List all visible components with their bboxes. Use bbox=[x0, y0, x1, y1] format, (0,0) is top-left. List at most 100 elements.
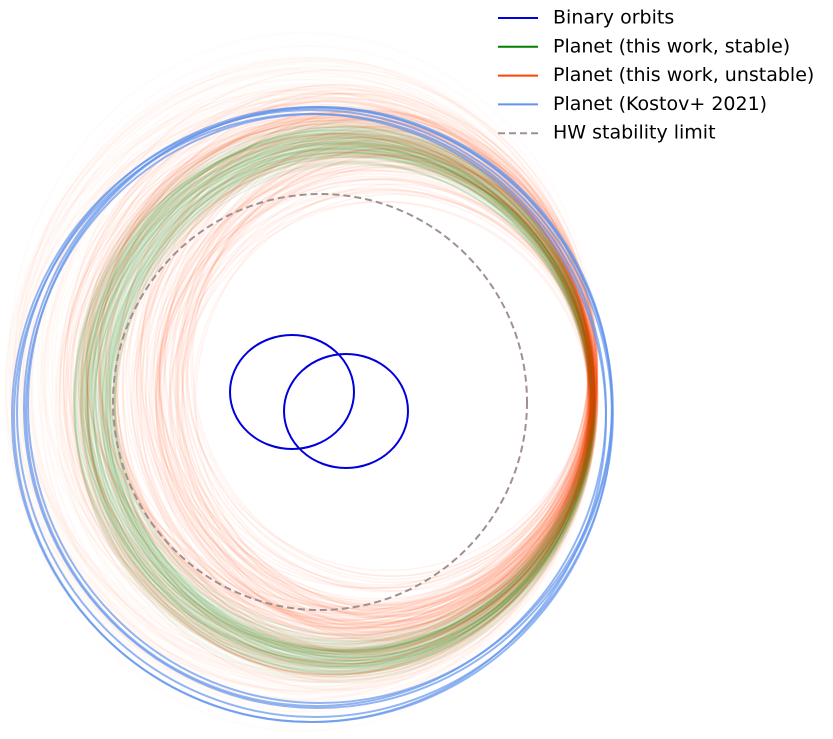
unstable-orbit bbox=[139, 146, 590, 611]
unstable-orbit bbox=[84, 143, 590, 657]
stable-orbit bbox=[73, 119, 595, 663]
unstable-orbit bbox=[87, 134, 592, 678]
unstable-orbit bbox=[62, 117, 591, 640]
stable-orbit bbox=[73, 134, 591, 673]
stable-orbit bbox=[76, 148, 594, 673]
stable-orbit bbox=[86, 140, 596, 668]
unstable-orbit bbox=[135, 142, 596, 654]
stable-orbit bbox=[98, 132, 596, 659]
stable-orbit bbox=[108, 136, 596, 653]
unstable-orbit bbox=[104, 132, 589, 640]
stable-orbit bbox=[81, 143, 595, 674]
unstable-orbit bbox=[113, 118, 598, 652]
stable-orbit bbox=[93, 156, 595, 663]
stable-orbit bbox=[108, 151, 594, 649]
unstable-orbit bbox=[58, 123, 591, 654]
stable-orbit bbox=[95, 131, 596, 660]
stable-orbit bbox=[106, 162, 595, 661]
stable-orbit bbox=[82, 144, 597, 678]
stable-orbit bbox=[81, 132, 595, 655]
stable-orbit bbox=[84, 137, 594, 658]
unstable-orbit bbox=[158, 129, 598, 611]
stable-orbit bbox=[82, 136, 595, 664]
unstable-orbit bbox=[86, 118, 593, 622]
unstable-orbit bbox=[176, 139, 589, 613]
stable-orbit bbox=[90, 138, 596, 676]
unstable-orbit bbox=[93, 92, 598, 665]
stable-orbit bbox=[82, 129, 593, 670]
unstable-orbit bbox=[156, 125, 599, 600]
stable-orbit bbox=[86, 137, 591, 666]
stable-orbit bbox=[85, 142, 593, 667]
unstable-orbit bbox=[79, 122, 599, 679]
stable-orbit bbox=[95, 139, 591, 652]
unstable-orbit bbox=[108, 134, 599, 621]
stable-orbit bbox=[83, 128, 596, 665]
stable-orbit bbox=[77, 121, 593, 655]
stable-orbit bbox=[90, 140, 594, 657]
unstable-orbit bbox=[186, 154, 598, 584]
stable-orbit bbox=[108, 147, 593, 651]
unstable-orbit bbox=[150, 159, 599, 631]
unstable-orbit bbox=[67, 84, 595, 676]
unstable-orbit bbox=[115, 132, 591, 637]
stable-orbit bbox=[80, 142, 594, 674]
stable-orbit bbox=[95, 132, 592, 646]
stable-orbit bbox=[84, 125, 593, 657]
unstable-orbit bbox=[80, 117, 593, 691]
unstable-orbit bbox=[131, 169, 596, 634]
unstable-orbit bbox=[154, 177, 599, 614]
unstable-orbit bbox=[182, 154, 596, 610]
unstable-orbit bbox=[175, 164, 592, 641]
stable-orbit bbox=[73, 129, 594, 668]
unstable-orbit bbox=[70, 100, 595, 675]
unstable-orbit bbox=[158, 165, 594, 626]
stable-orbit bbox=[73, 136, 591, 672]
stable-orbit bbox=[101, 154, 592, 662]
unstable-orbit bbox=[144, 140, 595, 628]
unstable-orbit bbox=[181, 156, 591, 618]
stable-orbit bbox=[105, 148, 594, 651]
unstable-orbit bbox=[158, 149, 598, 607]
unstable-orbit bbox=[98, 106, 598, 615]
stable-orbit bbox=[83, 129, 591, 653]
unstable-orbit bbox=[108, 92, 596, 630]
stable-orbit bbox=[86, 135, 595, 651]
legend-label: Planet (this work, unstable) bbox=[553, 64, 814, 86]
stable-orbit bbox=[114, 152, 593, 643]
unstable-orbit bbox=[117, 153, 599, 645]
unstable-orbit bbox=[158, 178, 594, 614]
unstable-orbit bbox=[161, 188, 599, 619]
stable-orbit bbox=[94, 145, 596, 665]
unstable-orbit bbox=[65, 99, 594, 661]
legend-label: Binary orbits bbox=[553, 7, 674, 29]
stable-orbit bbox=[109, 143, 597, 648]
stable-orbit bbox=[73, 132, 594, 677]
unstable-orbit bbox=[174, 160, 598, 618]
unstable-orbit bbox=[171, 148, 590, 586]
stable-orbit bbox=[80, 129, 592, 651]
unstable-orbit bbox=[80, 96, 595, 666]
kostov-orbit bbox=[25, 113, 607, 707]
unstable-orbit bbox=[80, 116, 599, 629]
unstable-orbit bbox=[176, 190, 594, 607]
unstable-orbit bbox=[82, 83, 597, 665]
stable-orbit bbox=[87, 126, 596, 665]
unstable-orbit bbox=[156, 154, 595, 633]
stable-orbit bbox=[74, 141, 595, 669]
unstable-orbit bbox=[135, 130, 590, 643]
stable-orbit bbox=[105, 150, 595, 659]
unstable-orbit bbox=[155, 169, 592, 602]
unstable-orbit bbox=[121, 136, 594, 623]
unstable-orbit bbox=[64, 136, 595, 662]
legend-label: Planet (Kostov+ 2021) bbox=[553, 93, 767, 115]
unstable-orbit bbox=[157, 159, 594, 607]
unstable-orbit bbox=[157, 187, 597, 629]
binary-orbit bbox=[229, 334, 355, 450]
stable-orbit bbox=[111, 156, 593, 667]
stable-orbit bbox=[86, 130, 594, 668]
unstable-orbit bbox=[75, 92, 598, 672]
stable-orbit bbox=[92, 135, 593, 666]
unstable-orbit bbox=[122, 149, 595, 650]
stable-orbit bbox=[109, 146, 592, 636]
